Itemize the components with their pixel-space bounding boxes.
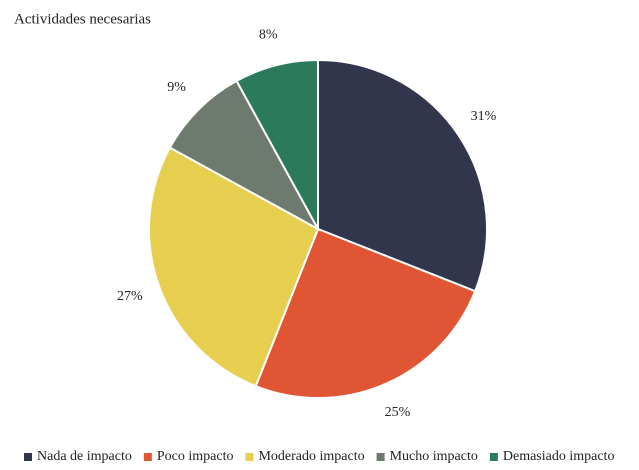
pie-slice — [254, 227, 477, 399]
pie-slice — [317, 58, 488, 293]
data-label: 31% — [471, 109, 497, 124]
pie-slice — [168, 79, 321, 232]
legend-marker — [376, 453, 385, 461]
legend-label: Poco impacto — [157, 449, 234, 464]
legend-label: Moderado impacto — [258, 449, 364, 464]
legend-marker — [245, 453, 254, 461]
data-label: 8% — [259, 28, 278, 43]
data-label: 25% — [385, 405, 411, 420]
data-label: 9% — [167, 80, 186, 95]
legend-marker — [24, 453, 32, 461]
legend-label: Demasiado impacto — [503, 449, 615, 464]
legend-label: Mucho impacto — [390, 449, 478, 464]
chart-title: Actividades necesarias — [14, 11, 151, 27]
pie-slice — [148, 146, 320, 388]
data-label: 27% — [117, 289, 143, 304]
legend-marker — [143, 453, 152, 461]
legend-marker — [489, 453, 498, 461]
legend-label: Nada de impacto — [37, 449, 132, 464]
pie-slice — [235, 58, 319, 230]
